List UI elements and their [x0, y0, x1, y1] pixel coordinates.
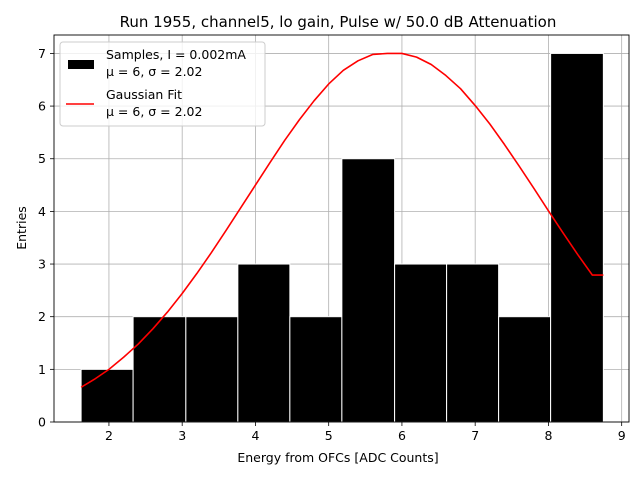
y-tick-label: 7 — [38, 46, 46, 61]
x-tick-label: 6 — [398, 428, 406, 443]
y-tick-label: 6 — [38, 99, 46, 114]
x-tick-label: 8 — [544, 428, 552, 443]
x-tick-label: 3 — [178, 428, 186, 443]
legend-box — [59, 41, 266, 127]
y-tick-label: 3 — [38, 257, 46, 272]
gaussian-fit — [80, 52, 604, 388]
legend-fit-stats: μ = 6, σ = 2.02 — [106, 104, 202, 119]
legend-samples-stats: μ = 6, σ = 2.02 — [106, 64, 202, 79]
histogram-bar — [550, 52, 604, 423]
x-axis-label: Energy from OFCs [ADC Counts] — [237, 450, 438, 465]
histogram-bars — [80, 52, 604, 423]
legend: Samples, I = 0.002mA μ = 6, σ = 2.02 Gau… — [59, 41, 266, 127]
histogram-bar — [80, 368, 134, 423]
legend-samples-label: Samples, I = 0.002mA — [106, 47, 246, 62]
histogram-bar — [446, 263, 500, 423]
chart-title: Run 1955, channel5, lo gain, Pulse w/ 50… — [120, 13, 557, 31]
fit-curve — [80, 52, 604, 388]
histogram-bar — [394, 263, 448, 423]
x-tick-label: 9 — [618, 428, 626, 443]
x-tick-label: 4 — [251, 428, 259, 443]
x-tick-label: 2 — [105, 428, 113, 443]
plot-frame — [53, 34, 630, 423]
histogram-bar — [341, 158, 396, 423]
y-tick-label: 1 — [38, 362, 46, 377]
y-tick-label: 0 — [38, 415, 46, 430]
legend-fit-label: Gaussian Fit — [106, 87, 182, 102]
y-tick-label: 4 — [38, 204, 46, 219]
y-tick-label: 2 — [38, 309, 46, 324]
legend-samples-swatch — [68, 60, 94, 69]
histogram-bar — [498, 316, 552, 423]
tick-labels: 2 3 4 5 6 7 8 9 0 1 2 3 4 5 6 7 — [38, 46, 626, 443]
y-axis-label: Entries — [14, 206, 29, 250]
histogram-bar — [132, 316, 187, 423]
x-tick-label: 7 — [471, 428, 479, 443]
x-tick-label: 5 — [325, 428, 333, 443]
y-tick-label: 5 — [38, 151, 46, 166]
histogram-bar — [237, 263, 291, 423]
axes — [50, 34, 630, 426]
histogram-bar — [289, 316, 343, 423]
histogram-bar — [185, 316, 239, 423]
